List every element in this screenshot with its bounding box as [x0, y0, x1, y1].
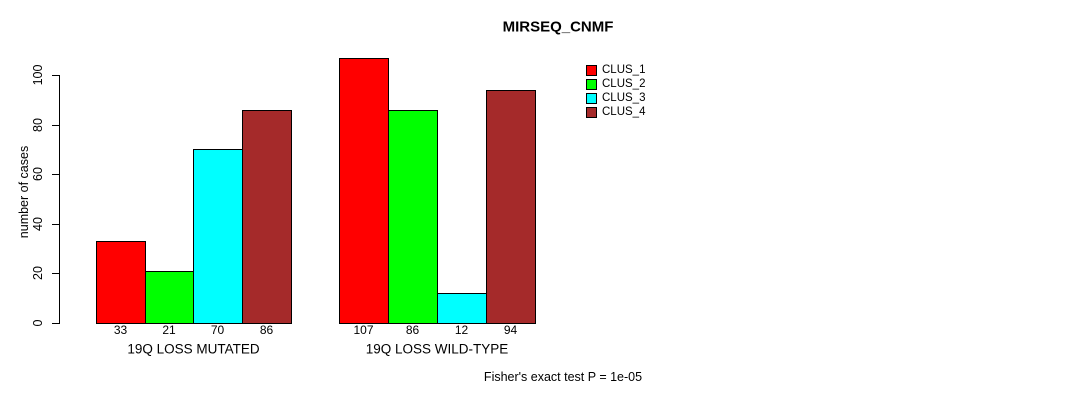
x-axis-group-label: 19Q LOSS MUTATED — [127, 341, 260, 357]
y-axis-tick-label: 20 — [31, 266, 45, 280]
y-axis-tick-label: 80 — [31, 118, 45, 132]
y-axis-tick-label: 40 — [31, 217, 45, 231]
y-axis-tick-label: 60 — [31, 167, 45, 181]
chart-title: MIRSEQ_CNMF — [502, 18, 614, 36]
y-axis-title: number of cases — [17, 145, 31, 239]
bar-clus_4-group2 — [486, 90, 536, 324]
legend-swatch-clus_3 — [586, 92, 597, 104]
bar-value-label: 94 — [503, 323, 518, 337]
legend-item: CLUS_1 — [586, 64, 645, 76]
bar-value-label: 86 — [405, 323, 420, 337]
y-axis-tick-label: 0 — [31, 319, 45, 327]
bar-clus_4-group1 — [242, 110, 292, 324]
y-axis-tick — [52, 125, 59, 126]
y-axis-tick — [52, 75, 59, 76]
bar-value-label: 86 — [259, 323, 274, 337]
y-axis-tick-label: 100 — [31, 64, 45, 86]
legend-item: CLUS_3 — [586, 92, 645, 104]
bar-clus_3-group2 — [437, 293, 487, 324]
bar-value-label: 12 — [454, 323, 469, 337]
bar-clus_2-group2 — [388, 110, 438, 324]
bar-clus_1-group1 — [96, 241, 146, 324]
legend-label: CLUS_2 — [602, 78, 646, 90]
bar-clus_3-group1 — [193, 149, 243, 324]
legend-label: CLUS_4 — [602, 106, 646, 118]
statistical-test-note: Fisher's exact test P = 1e-05 — [483, 370, 643, 384]
legend-swatch-clus_2 — [586, 78, 597, 90]
legend-item: CLUS_2 — [586, 78, 645, 90]
legend-label: CLUS_1 — [602, 64, 646, 76]
bar-value-label: 21 — [162, 323, 176, 337]
legend-item: CLUS_4 — [586, 106, 645, 118]
legend-label: CLUS_3 — [602, 92, 646, 104]
x-axis-group-label: 19Q LOSS WILD-TYPE — [365, 341, 509, 357]
bar-value-label: 107 — [353, 323, 374, 337]
y-axis-tick — [52, 174, 59, 175]
y-axis-tick — [52, 273, 59, 274]
y-axis-line — [59, 75, 60, 324]
legend-swatch-clus_1 — [586, 64, 597, 76]
bar-value-label: 70 — [210, 323, 225, 337]
bar-clus_2-group1 — [145, 271, 194, 324]
legend-swatch-clus_4 — [586, 106, 597, 118]
chart-legend: CLUS_1 CLUS_2 CLUS_3 CLUS_4 — [586, 64, 645, 120]
y-axis-tick — [52, 323, 59, 324]
y-axis-tick — [52, 224, 59, 225]
bar-value-label: 33 — [113, 323, 128, 337]
bar-clus_1-group2 — [339, 58, 389, 324]
